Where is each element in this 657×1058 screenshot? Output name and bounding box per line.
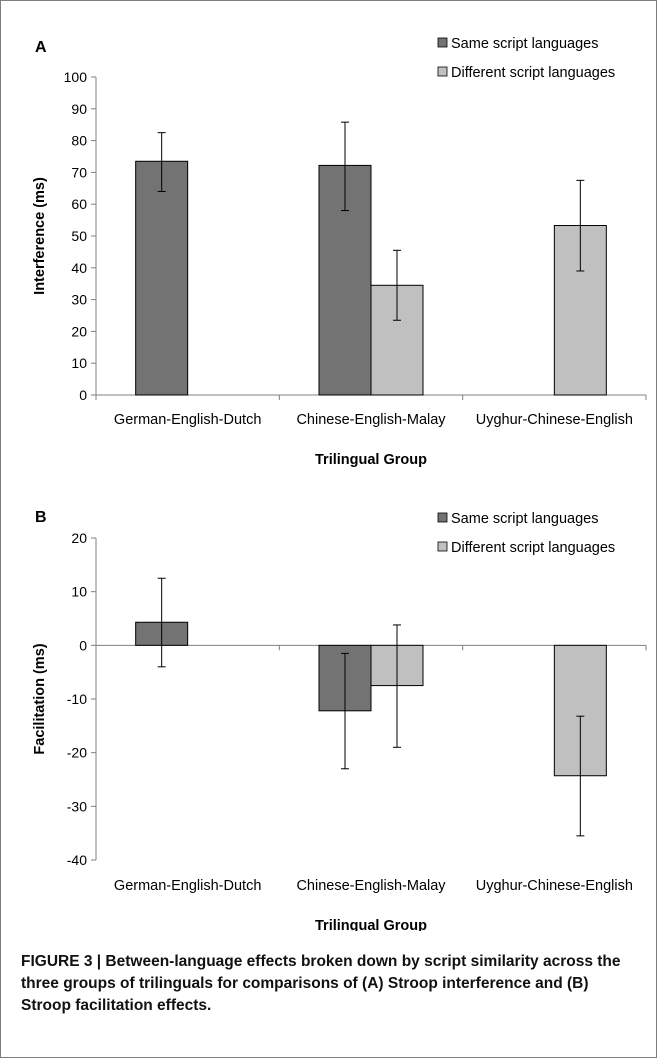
x-tick-label: Uyghur-Chinese-English (476, 878, 633, 894)
x-tick-label: German-English-Dutch (114, 412, 261, 428)
y-tick-label: 100 (64, 69, 88, 85)
y-tick-label: 0 (79, 387, 87, 403)
x-axis-title: Trilingual Group (315, 918, 427, 931)
legend-swatch (437, 512, 448, 523)
y-tick-label: 20 (71, 530, 87, 546)
legend-label: Same script languages (451, 36, 599, 52)
legend-label: Same script languages (451, 511, 599, 527)
y-tick-label: 10 (71, 355, 87, 371)
y-tick-label: 80 (71, 133, 87, 149)
panel-label-b: B (35, 509, 47, 526)
y-tick-label: 10 (71, 584, 87, 600)
y-tick-label: 50 (71, 228, 87, 244)
x-axis-title: Trilingual Group (315, 452, 427, 468)
y-tick-label: 30 (71, 292, 87, 308)
legend-label: Different script languages (451, 65, 615, 81)
y-tick-label: -10 (67, 691, 87, 707)
y-tick-label: 0 (79, 637, 87, 653)
y-tick-label: 90 (71, 101, 87, 117)
y-tick-label: -20 (67, 745, 87, 761)
x-tick-label: Chinese-English-Malay (296, 878, 446, 894)
legend-label: Different script languages (451, 540, 615, 556)
x-tick-label: German-English-Dutch (114, 878, 261, 894)
y-axis-title: Facilitation (ms) (32, 643, 48, 754)
chart-panel-a: A 0 10 20 30 40 50 60 70 80 90 100 German-English-D… (32, 36, 647, 468)
chart-panel-b: B -40 -30 -20 -10 0 10 20 German-English-Dutch C… (32, 509, 647, 931)
legend-swatch (437, 66, 448, 77)
bar (553, 225, 607, 396)
y-tick-label: 40 (71, 260, 87, 276)
y-tick-label: 60 (71, 196, 87, 212)
x-tick-label: Uyghur-Chinese-English (476, 412, 633, 428)
legend-swatch (437, 37, 448, 48)
panel-label-a: A (35, 39, 47, 56)
y-tick-label: -40 (67, 852, 87, 868)
y-axis-title: Interference (ms) (32, 177, 48, 295)
y-tick-label: 70 (71, 164, 87, 180)
bar (135, 160, 189, 396)
legend-swatch (437, 541, 448, 552)
figure-caption: FIGURE 3 | Between-language effects brok… (21, 953, 621, 1014)
x-tick-label: Chinese-English-Malay (296, 412, 446, 428)
y-tick-label: 20 (71, 323, 87, 339)
y-tick-label: -30 (67, 798, 87, 814)
